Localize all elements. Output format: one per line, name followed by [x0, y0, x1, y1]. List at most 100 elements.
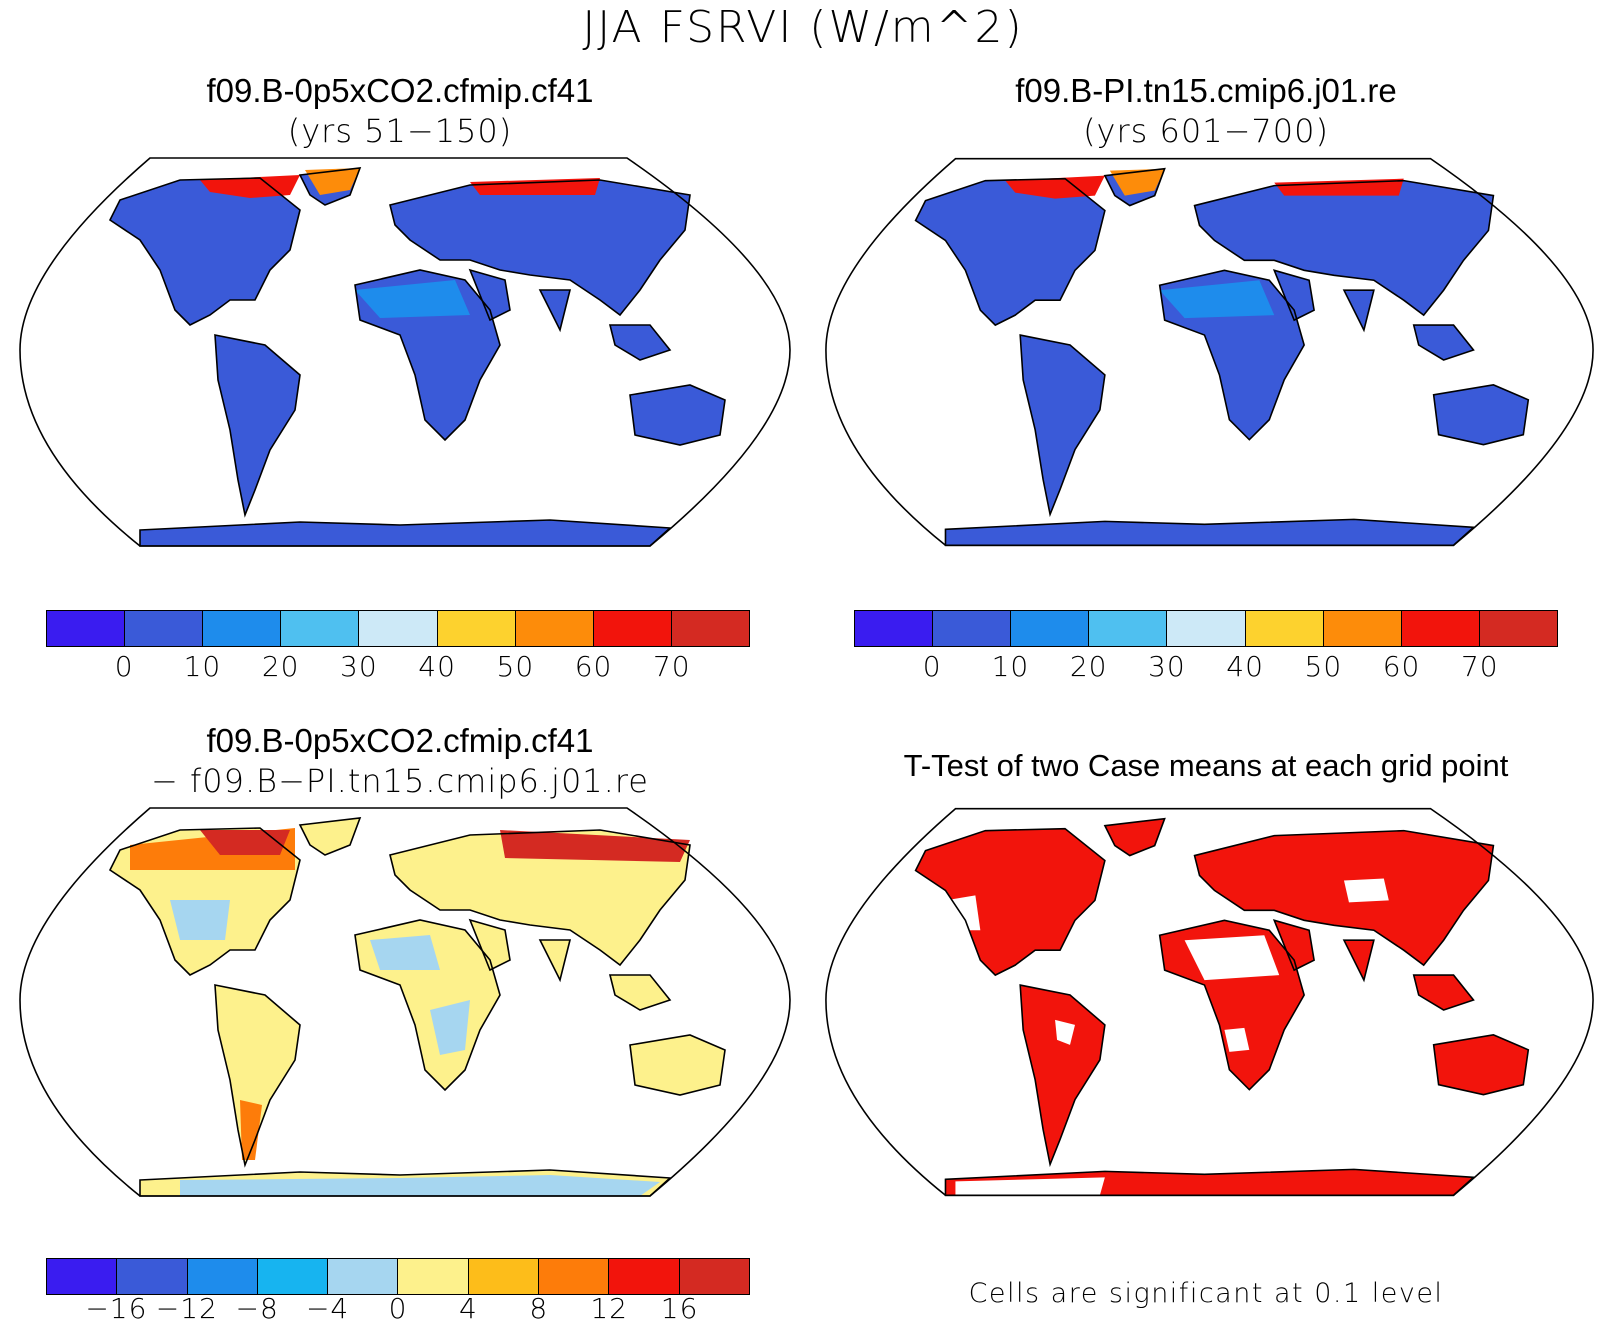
- map-frame: [825, 157, 1594, 547]
- land-seasia: [1413, 325, 1474, 360]
- colorbar-swatch: [203, 611, 282, 646]
- land-arabia: [470, 270, 510, 320]
- panel-diff-map: [19, 807, 791, 1197]
- coastline-seasia: [1412, 974, 1475, 1011]
- colorbar-tick-label: −8: [235, 1292, 279, 1325]
- land-eurasia: [390, 830, 690, 965]
- land-samerica: [215, 335, 300, 515]
- panel-ttest-title: T-Test of two Case means at each grid po…: [903, 748, 1509, 783]
- coastline-africa: [1158, 919, 1305, 1091]
- field-patch: [1343, 878, 1389, 903]
- field-patch: [370, 935, 440, 970]
- colorbar-tick-label: 20: [1069, 650, 1108, 683]
- coastline-australia: [629, 384, 726, 446]
- colorbar-tick-label: 50: [1304, 650, 1343, 683]
- colorbar-swatch: [47, 611, 126, 646]
- panel-case1-map: [19, 157, 791, 547]
- colorbar-swatch: [398, 1259, 469, 1294]
- land-seasia: [610, 325, 670, 360]
- coastline-arabia: [1272, 919, 1315, 972]
- coastline-africa: [1158, 269, 1305, 441]
- coastline-seasia: [1412, 324, 1475, 361]
- coastline-eurasia: [389, 179, 691, 317]
- land-australia: [1433, 384, 1529, 445]
- land-arabia: [1274, 920, 1315, 971]
- coastline-eurasia: [389, 829, 691, 967]
- colorbar-tick-label: 20: [261, 650, 300, 683]
- field-patch: [470, 178, 600, 195]
- colorbar-tick-label: 8: [529, 1292, 549, 1325]
- colorbar-swatch: [515, 611, 594, 646]
- colorbar-tick-label: 60: [574, 650, 613, 683]
- land-australia: [630, 1035, 725, 1095]
- field-patch: [955, 1177, 1105, 1196]
- colorbar-tick-label: 40: [418, 650, 456, 683]
- field-patch: [305, 168, 360, 195]
- colorbar-diff: [46, 1258, 750, 1295]
- coastline-greenland: [298, 167, 362, 206]
- field-patch: [500, 830, 690, 862]
- map-frame: [19, 157, 791, 547]
- coastline-australia: [629, 1034, 726, 1096]
- colorbar-case2: [854, 610, 1558, 647]
- field-patch: [200, 830, 290, 855]
- panel-case2-title: f09.B-PI.tn15.cmip6.j01.re: [1015, 72, 1397, 109]
- coastline-greenland: [298, 817, 362, 856]
- coastline-eurasia: [1193, 179, 1495, 317]
- colorbar-swatch: [1011, 611, 1090, 646]
- land-arabia: [1274, 270, 1315, 321]
- land-antarctica: [945, 519, 1474, 546]
- colorbar-diff-labels: −16 −12 −8 −4 0 4 8 12 16: [46, 1292, 750, 1328]
- colorbar-swatch: [187, 1259, 258, 1294]
- field-patch: [170, 900, 230, 940]
- coastline-namerica: [914, 177, 1106, 327]
- colorbar-swatch: [257, 1259, 329, 1294]
- coastline-india: [538, 289, 572, 333]
- panel-case1-subtitle: (yrs 51−150): [287, 112, 513, 150]
- map-frame: [19, 807, 791, 1197]
- field-patch: [1109, 168, 1165, 196]
- land-antarctica: [140, 520, 670, 546]
- field-patch: [1159, 280, 1275, 319]
- land-eurasia: [390, 180, 690, 315]
- field-patch: [240, 1100, 262, 1160]
- panel-diff-subtitle: − f09.B−PI.tn15.cmip6.j01.re: [151, 762, 649, 800]
- colorbar-tick-label: 30: [1148, 650, 1186, 683]
- coastline-africa: [354, 269, 501, 442]
- colorbar-tick-label: 0: [114, 650, 134, 683]
- panel-diff-title: f09.B-0p5xCO2.cfmip.cf41: [206, 722, 594, 759]
- colorbar-tick-label: 60: [1382, 650, 1421, 683]
- panel-case2-subtitle: (yrs 601−700): [1083, 112, 1329, 150]
- land-greenland: [1104, 818, 1165, 856]
- colorbar-case2-labels: 0 10 20 30 40 50 60 70: [854, 650, 1558, 686]
- coastline-africa: [354, 919, 501, 1092]
- coastline-samerica: [214, 984, 301, 1168]
- coastline-india: [1342, 939, 1375, 983]
- colorbar-tick-label: −4: [305, 1292, 350, 1325]
- land-arabia: [470, 920, 510, 970]
- coastline-greenland: [1103, 167, 1166, 207]
- colorbar-swatch: [609, 1259, 680, 1294]
- colorbar-tick-label: 0: [922, 650, 942, 683]
- coastline-seasia: [608, 324, 672, 361]
- colorbar-tick-label: 0: [388, 1292, 408, 1325]
- colorbar-tick-label: 16: [660, 1292, 699, 1325]
- colorbar-case1: [46, 610, 750, 647]
- field-patch: [200, 175, 300, 198]
- land-australia: [630, 385, 725, 445]
- colorbar-swatch: [1245, 611, 1324, 646]
- colorbar-swatch: [933, 611, 1012, 646]
- field-patch: [1184, 935, 1280, 981]
- colorbar-swatch: [1323, 611, 1402, 646]
- panel-case2-map: [825, 157, 1594, 547]
- colorbar-swatch: [539, 1259, 610, 1294]
- field-patch: [430, 1000, 470, 1055]
- significance-note: Cells are significant at 0.1 level: [968, 1278, 1444, 1309]
- figure-title: JJA FSRVI (W/m^2): [582, 2, 1024, 53]
- field-patch: [1005, 175, 1105, 199]
- colorbar-swatch: [359, 611, 438, 646]
- colorbar-tick-label: 70: [652, 650, 691, 683]
- colorbar-swatch: [679, 1259, 749, 1294]
- land-samerica: [1020, 335, 1105, 515]
- colorbar-tick-label: 40: [1226, 650, 1264, 683]
